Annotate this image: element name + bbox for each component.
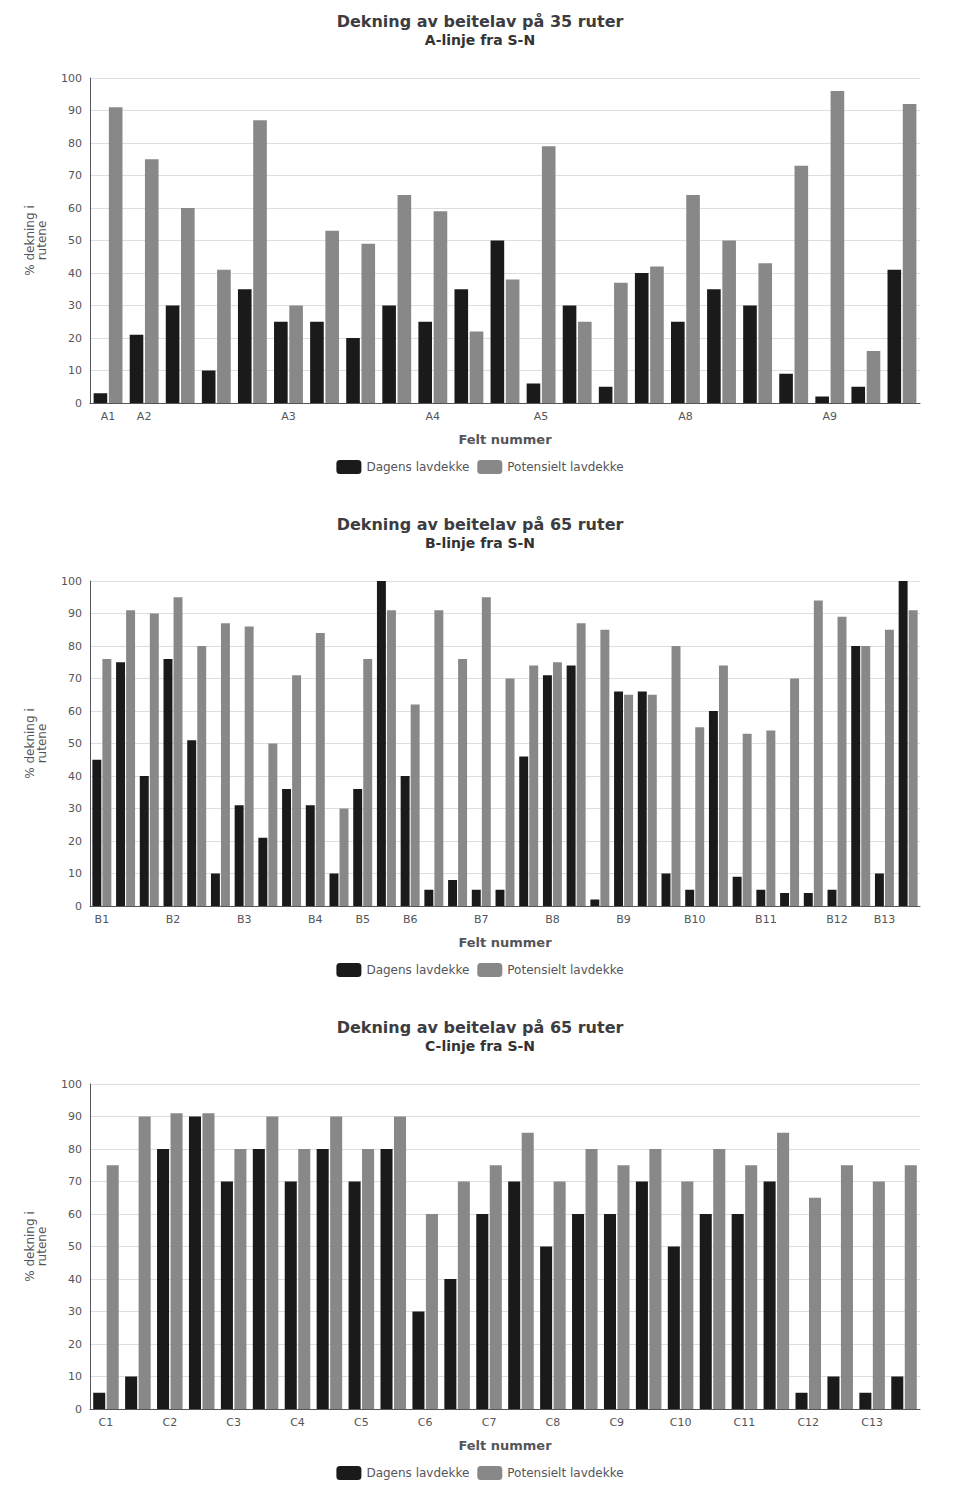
svg-text:60: 60 — [68, 1208, 82, 1221]
svg-text:C1: C1 — [99, 1416, 114, 1429]
svg-text:Dekning av beitelav på 65 rute: Dekning av beitelav på 65 ruter — [337, 1018, 624, 1037]
svg-text:50: 50 — [68, 234, 82, 247]
svg-text:B5: B5 — [355, 913, 370, 926]
svg-text:20: 20 — [68, 835, 82, 848]
svg-text:70: 70 — [68, 169, 82, 182]
svg-text:80: 80 — [68, 640, 82, 653]
svg-text:A9: A9 — [823, 410, 838, 423]
svg-text:Potensielt lavdekke: Potensielt lavdekke — [507, 1466, 623, 1480]
svg-text:A3: A3 — [281, 410, 296, 423]
svg-text:B9: B9 — [616, 913, 631, 926]
svg-text:B8: B8 — [545, 913, 560, 926]
svg-text:90: 90 — [68, 104, 82, 117]
svg-text:C11: C11 — [734, 1416, 756, 1429]
svg-text:Felt nummer: Felt nummer — [458, 1438, 552, 1453]
svg-text:50: 50 — [68, 1240, 82, 1253]
svg-text:C2: C2 — [162, 1416, 177, 1429]
svg-text:C-linje fra S-N: C-linje fra S-N — [425, 1038, 535, 1054]
svg-text:30: 30 — [68, 1305, 82, 1318]
svg-text:Dagens lavdekke: Dagens lavdekke — [366, 963, 469, 977]
svg-text:B4: B4 — [308, 913, 323, 926]
svg-text:30: 30 — [68, 299, 82, 312]
svg-text:70: 70 — [68, 1175, 82, 1188]
svg-text:rutene: rutene — [35, 1227, 49, 1267]
svg-text:A2: A2 — [137, 410, 152, 423]
svg-text:Dagens lavdekke: Dagens lavdekke — [366, 460, 469, 474]
svg-text:0: 0 — [75, 1403, 82, 1416]
svg-text:B3: B3 — [237, 913, 252, 926]
svg-text:C4: C4 — [290, 1416, 305, 1429]
svg-text:60: 60 — [68, 705, 82, 718]
svg-text:20: 20 — [68, 1338, 82, 1351]
svg-text:40: 40 — [68, 770, 82, 783]
svg-text:A4: A4 — [426, 410, 441, 423]
svg-text:B11: B11 — [755, 913, 777, 926]
svg-text:B10: B10 — [684, 913, 706, 926]
svg-text:30: 30 — [68, 802, 82, 815]
svg-text:20: 20 — [68, 332, 82, 345]
svg-text:10: 10 — [68, 1370, 82, 1383]
svg-text:Felt nummer: Felt nummer — [458, 935, 552, 950]
svg-text:B6: B6 — [403, 913, 418, 926]
svg-text:B13: B13 — [874, 913, 896, 926]
svg-text:40: 40 — [68, 1273, 82, 1286]
svg-text:B12: B12 — [826, 913, 848, 926]
svg-text:C3: C3 — [226, 1416, 241, 1429]
svg-text:B7: B7 — [474, 913, 489, 926]
svg-text:80: 80 — [68, 137, 82, 150]
svg-text:0: 0 — [75, 397, 82, 410]
svg-text:B-linje fra S-N: B-linje fra S-N — [425, 535, 535, 551]
svg-text:rutene: rutene — [35, 724, 49, 764]
svg-text:% dekning i: % dekning i — [23, 1211, 37, 1282]
svg-text:C7: C7 — [482, 1416, 497, 1429]
svg-text:A1: A1 — [101, 410, 116, 423]
svg-text:% dekning i: % dekning i — [23, 708, 37, 779]
svg-text:60: 60 — [68, 202, 82, 215]
svg-text:C5: C5 — [354, 1416, 369, 1429]
svg-text:C9: C9 — [609, 1416, 624, 1429]
svg-text:10: 10 — [68, 364, 82, 377]
svg-text:10: 10 — [68, 867, 82, 880]
svg-text:90: 90 — [68, 607, 82, 620]
svg-text:80: 80 — [68, 1143, 82, 1156]
svg-text:C6: C6 — [418, 1416, 433, 1429]
svg-text:70: 70 — [68, 672, 82, 685]
svg-text:Dekning av beitelav på 65 rute: Dekning av beitelav på 65 ruter — [337, 515, 624, 534]
svg-text:100: 100 — [61, 72, 82, 85]
svg-text:Felt nummer: Felt nummer — [458, 432, 552, 447]
svg-text:A8: A8 — [678, 410, 693, 423]
svg-text:Dagens lavdekke: Dagens lavdekke — [366, 1466, 469, 1480]
svg-text:100: 100 — [61, 1078, 82, 1091]
svg-text:0: 0 — [75, 900, 82, 913]
svg-text:C12: C12 — [797, 1416, 819, 1429]
svg-text:C13: C13 — [861, 1416, 883, 1429]
svg-text:50: 50 — [68, 737, 82, 750]
svg-text:B1: B1 — [95, 913, 110, 926]
svg-text:A5: A5 — [534, 410, 549, 423]
svg-text:Dekning av beitelav på 35 rute: Dekning av beitelav på 35 ruter — [337, 12, 624, 31]
svg-text:% dekning i: % dekning i — [23, 205, 37, 276]
svg-text:Potensielt lavdekke: Potensielt lavdekke — [507, 963, 623, 977]
svg-text:90: 90 — [68, 1110, 82, 1123]
svg-text:C10: C10 — [670, 1416, 692, 1429]
svg-text:40: 40 — [68, 267, 82, 280]
svg-text:Potensielt lavdekke: Potensielt lavdekke — [507, 460, 623, 474]
svg-text:A-linje fra S-N: A-linje fra S-N — [425, 32, 535, 48]
svg-text:100: 100 — [61, 575, 82, 588]
svg-text:C8: C8 — [546, 1416, 561, 1429]
svg-text:B2: B2 — [166, 913, 181, 926]
svg-text:rutene: rutene — [35, 221, 49, 261]
